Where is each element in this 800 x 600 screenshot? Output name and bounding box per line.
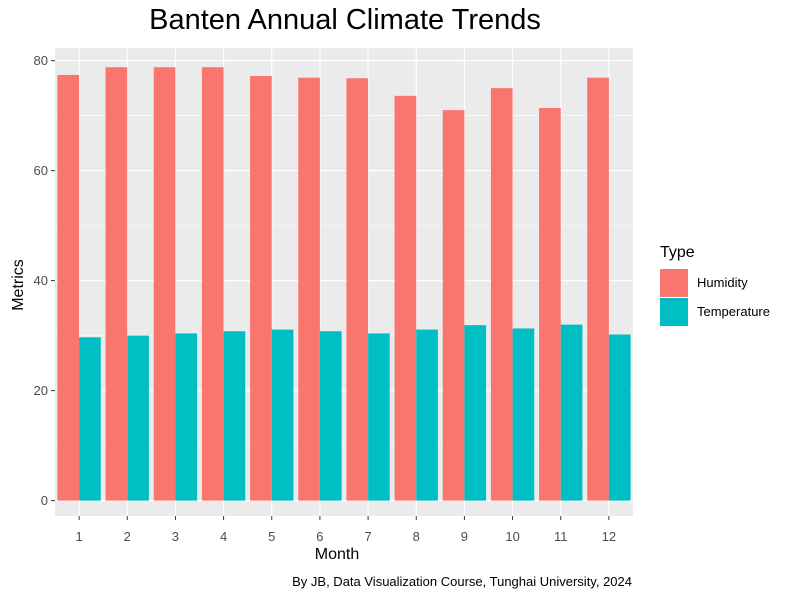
legend-item-humidity: Humidity bbox=[660, 268, 770, 297]
x-tick-label: 11 bbox=[554, 529, 568, 544]
bar-temperature-9 bbox=[464, 325, 487, 501]
bar-temperature-10 bbox=[512, 328, 535, 501]
x-tick-label: 5 bbox=[268, 529, 275, 544]
x-tick-label: 8 bbox=[413, 529, 420, 544]
x-tick-label: 9 bbox=[461, 529, 468, 544]
bar-humidity-11 bbox=[539, 107, 561, 501]
legend: Type Humidity Temperature bbox=[660, 244, 770, 326]
legend-title: Type bbox=[660, 244, 695, 261]
legend-key-temperature bbox=[660, 297, 688, 326]
y-axis-label: Metrics bbox=[10, 259, 27, 311]
bar-temperature-11 bbox=[560, 324, 583, 501]
x-tick-label: 3 bbox=[172, 529, 179, 544]
y-tick-label: 20 bbox=[34, 383, 48, 398]
y-tick-label: 40 bbox=[34, 273, 48, 288]
x-tick-label: 1 bbox=[75, 529, 82, 544]
bar-humidity-4 bbox=[201, 67, 224, 501]
x-tick-label: 6 bbox=[316, 529, 323, 544]
y-tick-label: 0 bbox=[41, 493, 48, 508]
y-tick-label: 80 bbox=[34, 53, 48, 68]
bar-humidity-8 bbox=[394, 95, 417, 501]
bar-temperature-6 bbox=[319, 331, 342, 501]
bar-humidity-7 bbox=[346, 78, 369, 501]
bar-humidity-5 bbox=[250, 76, 272, 501]
bar-temperature-12 bbox=[608, 334, 631, 501]
bar-humidity-3 bbox=[153, 67, 176, 501]
bar-humidity-2 bbox=[105, 67, 128, 501]
bar-temperature-2 bbox=[127, 335, 149, 501]
chart-caption: By JB, Data Visualization Course, Tungha… bbox=[292, 574, 632, 589]
x-tick-label: 7 bbox=[364, 529, 371, 544]
legend-label-temperature: Temperature bbox=[697, 304, 770, 319]
bar-humidity-1 bbox=[57, 74, 80, 501]
bar-temperature-8 bbox=[416, 329, 438, 501]
chart-title: Banten Annual Climate Trends bbox=[149, 4, 541, 36]
legend-label-humidity: Humidity bbox=[697, 275, 748, 290]
bar-humidity-10 bbox=[490, 88, 513, 501]
x-tick-label: 4 bbox=[220, 529, 227, 544]
bar-humidity-9 bbox=[442, 110, 465, 501]
x-tick-label: 2 bbox=[124, 529, 131, 544]
legend-key-humidity bbox=[660, 268, 688, 297]
x-axis-label: Month bbox=[314, 546, 360, 563]
plot-panel bbox=[55, 48, 633, 516]
x-tick-label: 10 bbox=[505, 529, 519, 544]
bar-humidity-12 bbox=[587, 77, 609, 501]
bar-temperature-1 bbox=[79, 337, 101, 501]
y-tick-label: 60 bbox=[34, 163, 48, 178]
bar-humidity-6 bbox=[298, 77, 320, 501]
bar-temperature-5 bbox=[271, 329, 294, 501]
bar-temperature-3 bbox=[175, 333, 198, 501]
x-tick-label: 12 bbox=[602, 529, 616, 544]
legend-item-temperature: Temperature bbox=[660, 297, 770, 326]
bar-temperature-4 bbox=[223, 331, 246, 501]
bar-temperature-7 bbox=[368, 333, 390, 501]
